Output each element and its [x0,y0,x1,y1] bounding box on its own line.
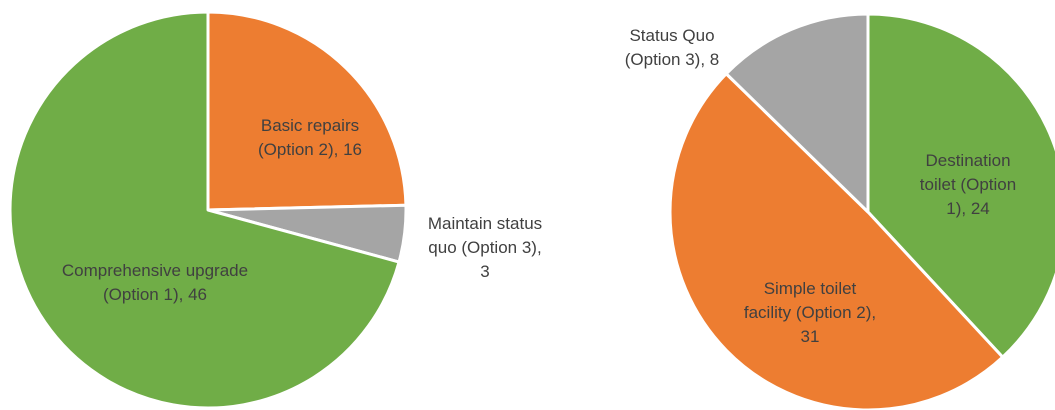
label-separator: , [961,199,971,218]
label-separator: , [871,303,877,322]
pie-slice [668,72,1005,410]
label-separator: , [333,140,344,159]
label-category: Basic repairs (Option 2) [258,116,360,159]
data-label: Basic repairs (Option 2), 16 [235,114,385,162]
label-value: 31 [800,327,820,346]
pie-slice [724,12,870,214]
label-separator: , [536,238,542,257]
pie-slice [206,10,408,212]
data-label: Simple toilet facility (Option 2), 31 [740,277,880,349]
data-label: Status Quo (Option 3), 8 [607,24,737,72]
data-label: Destination toilet (Option 1), 24 [908,149,1028,221]
label-category: Simple toilet facility (Option 2) [743,279,872,322]
data-label: Maintain status quo (Option 3), 3 [423,212,548,284]
label-value: 16 [343,140,362,159]
label-category: Maintain status quo (Option 3) [427,214,543,257]
label-category: Comprehensive upgrade (Option 1) [61,261,249,304]
label-category: Destination toilet (Option 1) [919,151,1017,218]
pie-slice [8,10,401,410]
label-category: Status Quo (Option 3) [624,26,715,69]
label-separator: , [700,50,710,69]
pie-slice [866,12,1055,359]
label-value: 46 [188,285,207,304]
label-value: 3 [480,262,490,281]
label-separator: , [178,285,189,304]
label-value: 24 [970,199,990,218]
data-label: Comprehensive upgrade (Option 1), 46 [35,259,275,307]
label-value: 8 [709,50,720,69]
